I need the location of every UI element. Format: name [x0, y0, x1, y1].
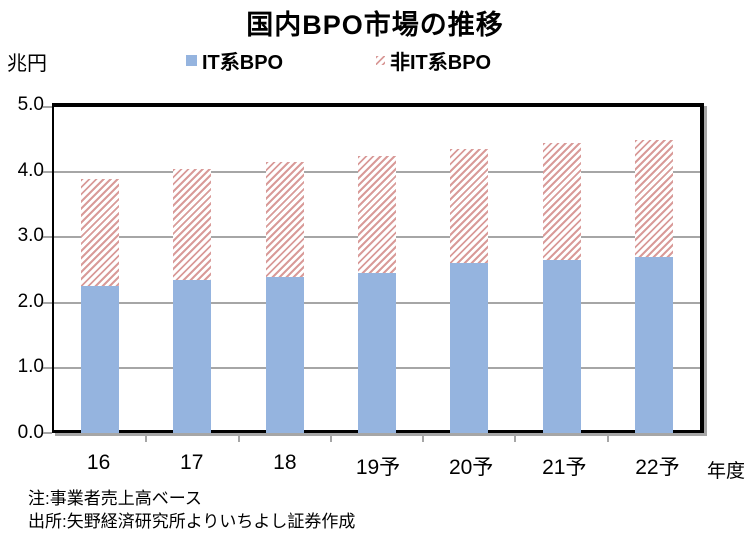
x-axis-tick	[329, 436, 332, 442]
y-axis-unit-label: 兆円	[7, 53, 47, 75]
x-axis-tick	[237, 436, 240, 442]
y-axis-tick	[43, 301, 52, 304]
bar-segment-it-bpo	[81, 286, 120, 433]
bar-segment-it-bpo	[450, 263, 489, 433]
x-axis-tick	[145, 436, 148, 442]
bar-segment-non-it-bpo	[542, 142, 581, 261]
x-axis-tick	[422, 436, 425, 442]
y-axis-tick	[43, 236, 52, 239]
legend-label-it-bpo: IT系BPO	[202, 52, 284, 74]
bar-column-17	[146, 107, 238, 433]
legend-label-non-it-bpo: 非IT系BPO	[390, 52, 492, 74]
note-line: 注:事業者売上高ベース	[28, 489, 202, 508]
bar-segment-non-it-bpo	[265, 162, 304, 277]
y-axis-tick-label: 0.0	[17, 422, 44, 443]
bar-segment-non-it-bpo	[357, 155, 396, 274]
bar-segment-non-it-bpo	[81, 178, 120, 287]
bar-column-22予	[608, 107, 700, 433]
source-line: 出所:矢野経済研究所よりいちよし証券作成	[28, 512, 356, 531]
bar-column-21予	[515, 107, 607, 433]
bar-segment-non-it-bpo	[450, 149, 489, 264]
bar-segment-it-bpo	[542, 260, 581, 433]
bar-segment-non-it-bpo	[173, 168, 212, 280]
y-axis-tick-label: 1.0	[17, 356, 44, 378]
bars-layer	[54, 107, 700, 433]
x-axis-unit-label: 年度	[707, 461, 746, 482]
y-axis-tick	[43, 366, 52, 369]
plot-area	[43, 103, 704, 442]
legend: IT系BPO 非IT系BPO	[0, 46, 750, 75]
bar-segment-it-bpo	[357, 273, 396, 433]
chart-title: 国内BPO市場の推移	[246, 10, 504, 40]
it-bpo-swatch-icon	[186, 55, 197, 66]
bar-segment-non-it-bpo	[634, 139, 673, 257]
legend-item-it-bpo: IT系BPO	[186, 46, 283, 75]
x-axis-tick-label: 17	[180, 451, 204, 474]
bar-segment-it-bpo	[173, 279, 212, 433]
x-axis-tick	[606, 436, 609, 442]
y-axis-tick-label: 5.0	[17, 94, 44, 115]
bar-column-19予	[331, 107, 423, 433]
bar-column-16	[54, 107, 146, 433]
x-axis-tick-label: 18	[273, 451, 297, 474]
legend-item-non-it-bpo: 非IT系BPO	[376, 46, 491, 75]
plot-inner	[43, 106, 700, 442]
bar-segment-it-bpo	[634, 256, 673, 433]
y-axis-tick	[43, 432, 52, 434]
x-axis-tick-label: 20予	[448, 456, 494, 479]
x-axis-tick	[514, 436, 517, 442]
x-axis-tick-label: 16	[86, 451, 111, 474]
non-it-bpo-swatch-icon	[376, 56, 385, 65]
y-axis-tick-label: 3.0	[17, 225, 44, 247]
bar-segment-it-bpo	[265, 276, 304, 433]
x-axis-labels: 16 17 18 19予 20予 21予 22予	[52, 451, 704, 481]
bar-column-20予	[423, 107, 515, 433]
y-axis-tick-label: 2.0	[17, 290, 44, 312]
y-axis-tick	[43, 106, 52, 108]
bar-column-18	[239, 107, 331, 433]
x-axis-tick-label: 19予	[355, 456, 401, 479]
x-axis-tick-label: 21予	[542, 456, 587, 479]
y-axis-tick-label: 4.0	[17, 159, 44, 181]
y-axis-tick	[43, 171, 52, 174]
x-axis-tick-label: 22予	[635, 456, 680, 479]
